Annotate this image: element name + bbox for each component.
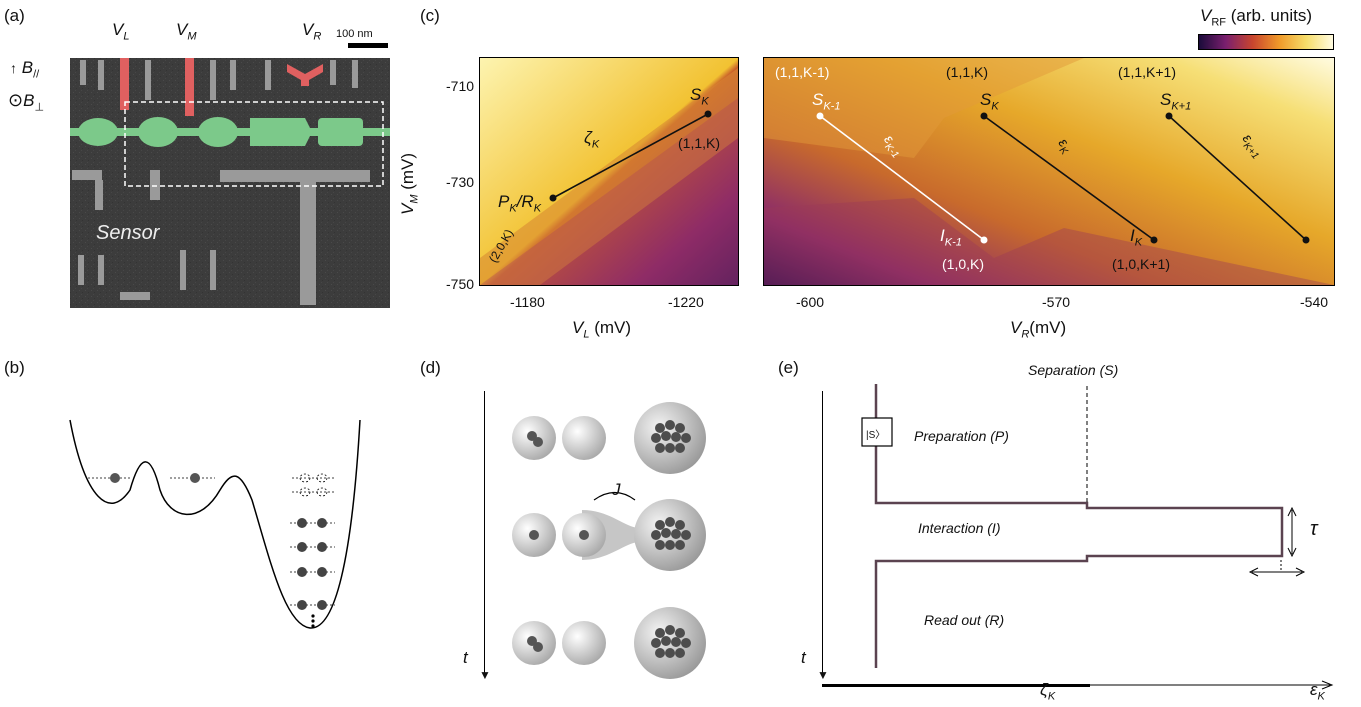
eps-km1-arrow: [819, 115, 985, 241]
up-arrow-icon: ↑: [10, 60, 17, 76]
state-11k-label: (1,1,K): [946, 64, 989, 80]
gate-vr-label: VR: [302, 20, 322, 43]
gate-vm-label: VM: [176, 20, 197, 43]
scale-bar: [348, 43, 388, 48]
spin-icon: [110, 473, 120, 483]
gate-vl-label: VL: [112, 20, 130, 43]
b-parallel-label: ↑ B//: [10, 58, 40, 81]
panel-label-d: (d): [420, 358, 441, 377]
heatmap-right-frame: [763, 57, 1335, 286]
down-arrow-icon: ▼: [479, 668, 491, 682]
i-km1-label: IK-1: [940, 226, 962, 249]
x-tick-label: -540: [1300, 294, 1329, 310]
singlet-box: [861, 417, 893, 447]
panel-d-dots: [512, 402, 706, 679]
colorbar: [1198, 34, 1334, 50]
y-tick-label: -750: [446, 276, 475, 292]
colorbar-label: VRF (arb. units): [1200, 6, 1312, 29]
s-k-label: SK: [980, 90, 999, 113]
x-tick-label: -1180: [510, 294, 545, 310]
down-arrow-icon: ▼: [817, 668, 829, 682]
sk-label: SK: [690, 85, 709, 108]
gate-vl-highlight: [120, 58, 129, 110]
y-tick-label: -710: [446, 78, 475, 94]
panel-label-a: (a): [4, 6, 25, 25]
zeta-axis-label: ζK: [1040, 680, 1056, 703]
separation-label: Separation (S): [1028, 362, 1119, 378]
quantum-dot-channel: [70, 117, 390, 147]
x-tick-label: -600: [796, 294, 825, 310]
state-10kp1-label: (1,0,K+1): [1112, 256, 1170, 272]
potential-curve: [69, 419, 361, 629]
x-axis-label: VL (mV): [572, 318, 632, 341]
panel-label-e: (e): [778, 358, 799, 377]
sem-background: [70, 58, 390, 308]
interaction-label: Interaction (I): [918, 520, 1001, 536]
heatmap-right: [764, 58, 1334, 285]
eps-axis-label: εK: [1310, 680, 1325, 703]
heatmap-left-frame: [479, 57, 739, 286]
heatmap-left: [480, 58, 738, 285]
pulse-sequence: [822, 384, 1334, 690]
y-tick-label: -730: [446, 174, 475, 190]
panel-label-c: (c): [420, 6, 440, 25]
time-label-e: t: [801, 648, 806, 667]
eps-k-arrow: [983, 115, 1155, 241]
x-axis-label: VR(mV): [1010, 318, 1067, 341]
tau-label: τ: [1310, 518, 1318, 540]
out-of-plane-icon: ⊙: [8, 90, 24, 110]
x-tick-label: -1220: [668, 294, 704, 310]
s-km1-label: SK-1: [812, 90, 841, 113]
y-axis-label: VM (mV): [398, 152, 421, 215]
pk-rk-label: PK/RK: [498, 192, 542, 215]
panel-b-potential: [69, 419, 361, 629]
exchange-arrow: [593, 491, 636, 501]
pk-point: [549, 194, 557, 202]
gate-vr-highlight: [287, 64, 323, 86]
panel-label-b: (b): [4, 358, 25, 377]
state-10k-label: (1,0,K): [942, 256, 985, 272]
s-kp1-label: SK+1: [1160, 90, 1192, 113]
panel-a-sem: [70, 43, 390, 308]
time-axis: [484, 391, 485, 674]
sk-point: [704, 110, 712, 118]
b-perp-label: ⊙B⊥: [8, 90, 45, 114]
time-axis-e: [822, 391, 823, 674]
readout-label: Read out (R): [924, 612, 1005, 628]
zeta-arrow: [552, 113, 709, 199]
singlet-ket: |S〉: [866, 430, 886, 441]
x-tick-label: -570: [1042, 294, 1071, 310]
gate-vm-highlight: [185, 58, 194, 116]
exchange-j-label: J: [612, 480, 621, 499]
time-label: t: [463, 648, 468, 667]
pulse-trace: [874, 384, 1284, 668]
state-11k-label: (1,1,K): [678, 135, 721, 151]
sensor-label: Sensor: [96, 222, 160, 244]
spin-icon: [190, 473, 200, 483]
i-k-label: IK: [1130, 226, 1143, 249]
scale-bar-label: 100 nm: [336, 28, 373, 40]
zoom-box: [124, 101, 384, 187]
eps-kp1-arrow: [1168, 115, 1307, 241]
state-11km1-label: (1,1,K-1): [775, 64, 830, 80]
state-11kp1-label: (1,1,K+1): [1118, 64, 1176, 80]
zeta-label: ζK: [584, 128, 600, 151]
preparation-label: Preparation (P): [914, 428, 1009, 444]
